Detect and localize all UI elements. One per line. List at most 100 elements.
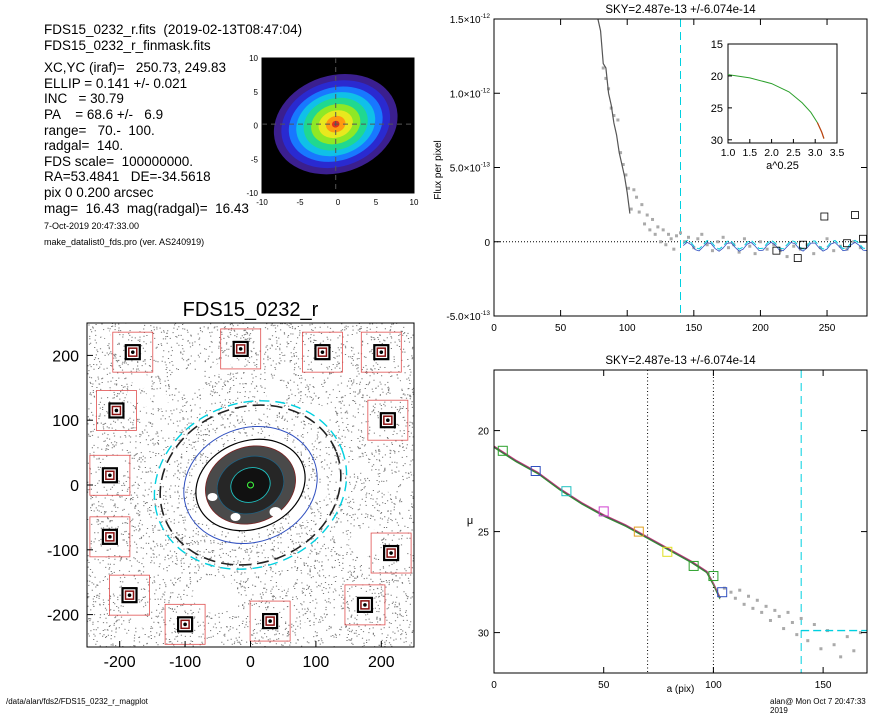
thumbnail-image: -10 -5 0 5 10 -10 -5 0 5 10 [246,54,419,207]
star-marker [360,600,370,610]
star-center [130,350,135,354]
data-point [832,643,836,647]
thumbnail-xtick: 0 [336,198,341,207]
info-panel: FDS15_0232_r.fits (2019-02-13T08:47:04) F… [44,22,302,250]
inset-plot: 1.0 1.5 2.0 2.5 3.0 3.5 15 20 25 30 a^0.25 [711,39,845,172]
info-date: 7-Oct-2019 20:47:33.00 [44,221,140,232]
inset-xtick: 3.0 [808,147,823,159]
mu-box [497,445,508,456]
sky-flux-xtick: 250 [819,323,836,334]
sky-flux-ytick: 1.0×10-12 [450,87,491,100]
thumbnail-ytick: -10 [246,189,258,198]
sky-flux-ytick: -5.0×10-13 [446,310,490,323]
masked-image-xtick: -100 [169,654,201,671]
star-center [363,603,367,607]
star-center [108,473,112,478]
data-point [858,631,862,635]
inset-xtick: 1.5 [742,147,757,159]
thumbnail-ytick: 10 [249,54,258,63]
star-center [268,619,272,623]
inset-xtick: 3.5 [830,147,845,159]
star-marker [265,616,275,626]
data-point [679,231,682,235]
sky-flux-xtick: 150 [685,323,702,334]
inset-ytick: 25 [711,103,723,115]
mu-model-line [494,445,721,598]
data-point [760,610,764,614]
data-point [790,621,794,624]
data-point [653,232,657,236]
mu-box [688,560,699,571]
data-point [621,163,625,167]
mask-blob [211,433,219,439]
star-mask-box [302,331,343,373]
inset-xtick: 2.0 [764,147,779,159]
mask-blob [279,571,295,589]
star-center [127,593,132,597]
star-center [379,350,384,354]
range-ellipse [183,425,318,545]
data-point [664,243,668,247]
inset-ytick: 30 [711,135,723,147]
inset-curve-end [816,122,825,139]
mu-profile-xtick: 50 [598,680,610,691]
data-point [782,627,786,631]
data-point [632,188,636,192]
data-point [812,623,816,627]
star-center [183,622,187,627]
data-point [659,240,663,244]
data-point [661,228,665,232]
data-point [819,647,823,651]
mask-blob [336,480,351,497]
data-point [795,633,799,637]
mask-blob [277,554,294,569]
data-point [818,246,822,250]
info-line: FDS15_0232_r_finmask.fits [44,37,211,53]
galaxy-core-contour [230,467,271,503]
mu-box [717,587,728,598]
data-point [729,590,733,594]
mu-box [633,526,644,537]
data-point [721,235,725,239]
thumbnail-xtick: 5 [374,198,379,207]
info-line: radgal= 140. [44,138,124,154]
star-mask-box [220,328,262,370]
mu-profile-xlabel: a (pix) [667,684,695,695]
data-point [765,247,769,251]
star-mask-box [360,331,402,373]
masked-image-ytick: 0 [70,478,79,495]
galaxy-center [247,481,254,489]
mask-blob [300,622,309,630]
mu-profile-title: SKY=2.487e-13 +/-6.074e-14 [605,355,756,367]
mask-blob [356,399,363,405]
sky-box [772,246,781,255]
data-point [716,240,720,244]
data-point [845,247,849,251]
info-line: FDS scale= 100000000. [44,153,193,169]
mask-blob [126,602,144,615]
data-point [686,235,690,239]
masked-image-title: FDS15_0232_r [183,299,319,321]
data-point [700,232,704,236]
data-point [669,237,673,241]
mask-blob [269,507,282,517]
inset-frame [727,43,838,144]
inset-ytick: 20 [711,71,723,83]
mask-blob [308,405,331,428]
star-center [386,418,390,423]
sky-flux-title: SKY=2.487e-13 +/-6.074e-14 [605,4,756,16]
data-point [645,213,649,217]
mask-blob [138,393,151,407]
data-point [675,234,679,238]
data-point [753,252,757,256]
masked-image-ytick: -100 [47,543,79,560]
data-point [738,588,742,592]
data-point [742,602,746,606]
sky-flux-ytick: 0 [484,238,490,249]
masked-image-xtick: 0 [246,654,255,671]
thumbnail-ytick: -5 [251,155,259,164]
mask-blob [192,577,237,614]
star-marker [111,405,122,416]
star-mask-box [109,574,150,616]
data-point [806,639,810,643]
